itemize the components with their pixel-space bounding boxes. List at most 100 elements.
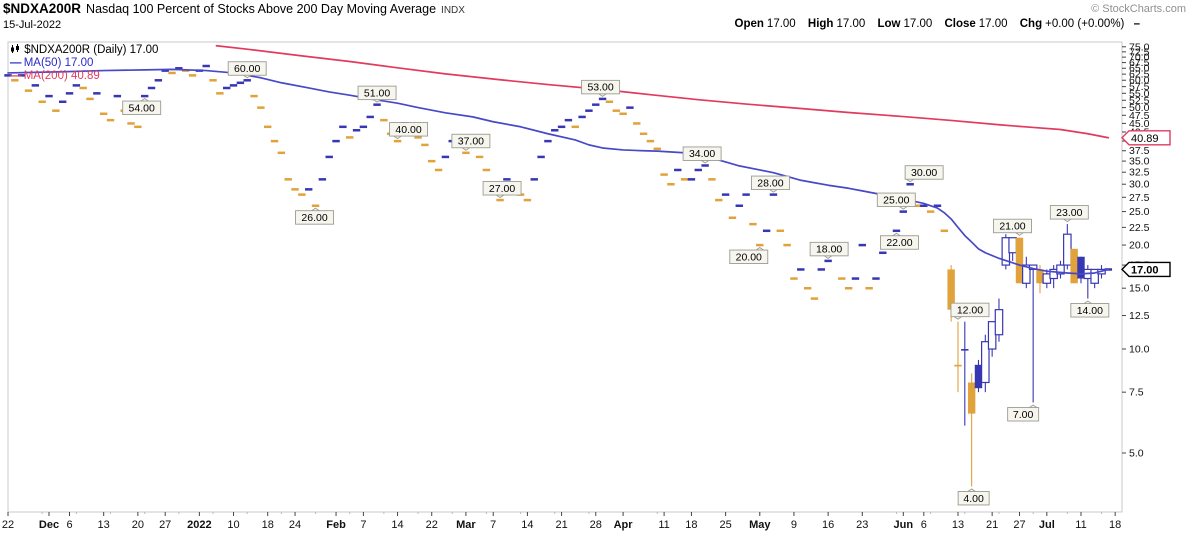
svg-text:18.00: 18.00 xyxy=(816,244,842,256)
low-value: 17.00 xyxy=(903,18,933,30)
svg-text:50.0: 50.0 xyxy=(1129,102,1150,114)
svg-text:15.0: 15.0 xyxy=(1129,283,1150,295)
price-annotation xyxy=(451,133,491,149)
svg-text:54.00: 54.00 xyxy=(129,102,155,114)
chg-label: Chg xyxy=(1019,18,1043,30)
x-axis: 22 Dec 6 13 20 27 2022 10 18 24 Feb 7 14 22 Mar 7 14 21 28… xyxy=(2,512,1121,531)
high-label: High xyxy=(807,18,834,30)
svg-text:28.00: 28.00 xyxy=(757,177,783,189)
price-annotation xyxy=(729,249,769,264)
price-annotation xyxy=(950,302,990,318)
svg-text:47.5: 47.5 xyxy=(1129,110,1150,122)
svg-text:14.00: 14.00 xyxy=(1077,305,1103,317)
svg-text:12.5: 12.5 xyxy=(1129,310,1150,322)
chart-date: 15-Jul-2022 xyxy=(3,19,62,31)
price-annotation xyxy=(904,165,944,180)
svg-text:27: 27 xyxy=(1013,519,1025,531)
svg-text:60.0: 60.0 xyxy=(1129,75,1150,87)
plot-frame xyxy=(7,41,1123,513)
svg-text:25: 25 xyxy=(719,519,731,531)
svg-text:23.00: 23.00 xyxy=(1056,207,1082,219)
svg-text:17.00: 17.00 xyxy=(1131,264,1159,276)
symbol-description: Nasdaq 100 Percent of Stocks Above 200 D… xyxy=(86,2,437,16)
close-line-marker: – xyxy=(1133,18,1140,30)
svg-text:7: 7 xyxy=(490,519,496,531)
svg-text:34.00: 34.00 xyxy=(689,148,715,160)
svg-text:10: 10 xyxy=(227,519,239,531)
svg-text:75.0: 75.0 xyxy=(1129,41,1150,53)
svg-text:Jul: Jul xyxy=(1039,519,1055,531)
svg-text:24: 24 xyxy=(289,519,301,531)
svg-text:7: 7 xyxy=(360,519,366,531)
price-annotation xyxy=(1049,205,1089,220)
ma200-line xyxy=(215,44,1110,139)
svg-text:May: May xyxy=(749,519,771,531)
svg-text:52.5: 52.5 xyxy=(1129,95,1150,107)
ohlc-quote-row: Open 17.00 High 17.00 Low 17.00 Close 17.00 … xyxy=(735,18,1140,30)
svg-text:30.00: 30.00 xyxy=(911,167,937,179)
svg-text:55.0: 55.0 xyxy=(1129,88,1150,100)
candlestick-icon xyxy=(11,44,19,53)
svg-text:62.5: 62.5 xyxy=(1129,69,1150,81)
svg-text:23: 23 xyxy=(856,519,868,531)
svg-text:28: 28 xyxy=(590,519,602,531)
symbol-ticker: $NDXA200R xyxy=(3,1,82,16)
svg-text:27: 27 xyxy=(159,519,171,531)
svg-text:40.89: 40.89 xyxy=(1131,133,1159,145)
legend-ma200[interactable]: MA(200) 40.89 xyxy=(23,70,100,82)
svg-text:22.5: 22.5 xyxy=(1129,222,1150,234)
y-axis: 5.07.510.012.515.017.520.022.525.027.530… xyxy=(1122,41,1150,459)
svg-text:12.00: 12.00 xyxy=(957,304,983,316)
svg-text:11: 11 xyxy=(1075,519,1086,531)
price-annotation xyxy=(682,146,722,161)
legend-ma50[interactable]: MA(50) 17.00 xyxy=(23,57,94,69)
chart-legend: $NDXA200R (Daily) 17.00 — MA(50) 17.00 —… xyxy=(10,44,158,83)
svg-text:7.00: 7.00 xyxy=(1013,409,1034,421)
axis-callout xyxy=(1121,261,1171,278)
price-annotation xyxy=(993,218,1032,234)
close-value: 17.00 xyxy=(978,18,1008,30)
svg-text:21.00: 21.00 xyxy=(999,221,1025,233)
svg-text:6: 6 xyxy=(66,519,72,531)
svg-text:10.0: 10.0 xyxy=(1129,344,1150,356)
svg-text:35.0: 35.0 xyxy=(1129,156,1150,168)
price-annotation xyxy=(809,241,849,257)
svg-text:21: 21 xyxy=(555,519,567,531)
close-label: Close xyxy=(944,18,976,30)
svg-text:13: 13 xyxy=(98,519,110,531)
axis-callout xyxy=(1121,130,1171,146)
svg-text:14: 14 xyxy=(521,519,533,531)
svg-text:25.00: 25.00 xyxy=(883,194,909,206)
svg-text:20.0: 20.0 xyxy=(1129,240,1150,252)
svg-text:70.0: 70.0 xyxy=(1129,52,1150,64)
svg-text:5.0: 5.0 xyxy=(1129,447,1144,459)
price-annotation xyxy=(957,491,990,506)
annotations-layer: 54.00 60.00 26.00 51.00 40.00 37.00 27.00 53.00… xyxy=(122,61,1110,506)
svg-text:Dec: Dec xyxy=(39,519,59,531)
legend-main-series[interactable]: $NDXA200R (Daily) 17.00 xyxy=(24,44,159,56)
price-annotation xyxy=(295,210,334,225)
svg-text:60.00: 60.00 xyxy=(234,63,260,75)
open-label: Open xyxy=(734,18,764,30)
svg-text:9: 9 xyxy=(791,519,797,531)
svg-text:27.00: 27.00 xyxy=(489,183,515,195)
chg-value: +0.00 (+0.00%) xyxy=(1045,18,1125,30)
svg-text:18: 18 xyxy=(685,519,697,531)
price-annotation xyxy=(1007,407,1040,422)
svg-text:20.00: 20.00 xyxy=(736,251,762,263)
price-annotation xyxy=(122,100,162,116)
svg-text:6: 6 xyxy=(921,519,927,531)
svg-text:2022: 2022 xyxy=(187,519,211,531)
svg-text:57.5: 57.5 xyxy=(1129,81,1150,93)
ma50-line xyxy=(7,68,1110,275)
svg-text:30.0: 30.0 xyxy=(1129,179,1150,191)
price-annotation xyxy=(227,61,267,76)
svg-text:72.5: 72.5 xyxy=(1129,46,1150,58)
svg-text:Jun: Jun xyxy=(894,519,914,531)
high-value: 17.00 xyxy=(836,18,866,30)
svg-text:18: 18 xyxy=(262,519,274,531)
svg-text:13: 13 xyxy=(952,519,964,531)
price-annotation xyxy=(357,85,397,101)
exchange-label: INDX xyxy=(441,5,465,16)
